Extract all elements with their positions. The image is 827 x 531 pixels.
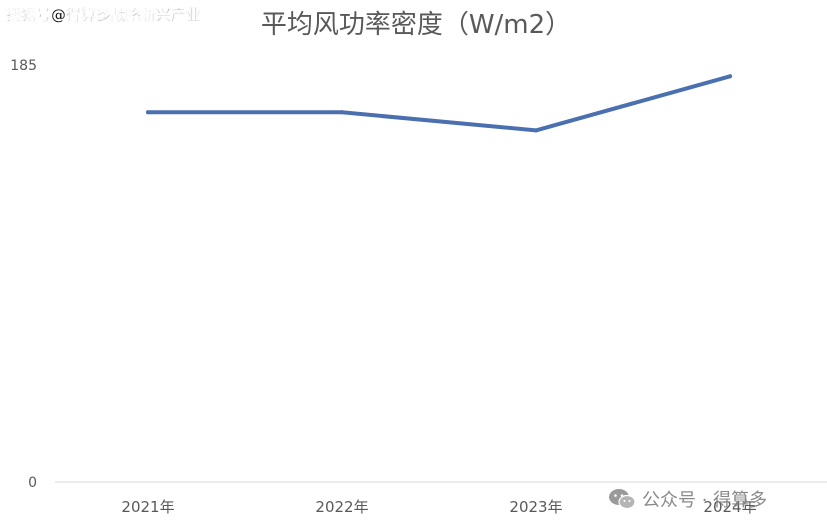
watermark-bottom-text: 公众号 · 得算多 [642, 490, 768, 511]
watermark-top: 搜狐号@得算多战略新兴产业 [6, 6, 202, 24]
y-tick-label: 0 [28, 475, 37, 491]
wechat-icon [609, 489, 636, 510]
x-tick-label: 2024年 [703, 498, 756, 516]
x-tick-label: 2023年 [509, 498, 562, 516]
watermark-bottom: 公众号 · 得算多 [608, 486, 767, 512]
data-point [534, 128, 538, 133]
data-point [146, 110, 150, 115]
y-tick-label: 185 [10, 58, 37, 74]
x-tick-labels: 2021年 2022年 2023年 2024年 [121, 498, 756, 516]
chart-title: 平均风功率密度（W/m2） [261, 10, 571, 40]
data-points [146, 74, 732, 133]
x-tick-label: 2022年 [315, 498, 368, 516]
series-line [146, 74, 732, 133]
x-tick-label: 2021年 [121, 498, 174, 516]
data-point [728, 74, 732, 79]
data-point [340, 110, 344, 115]
y-tick-labels: 0 185 [10, 58, 37, 491]
